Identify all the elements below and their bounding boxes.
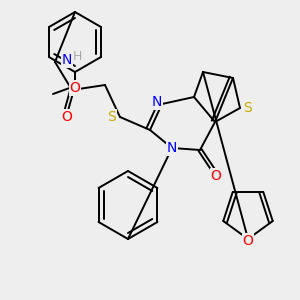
Text: N: N bbox=[167, 141, 177, 155]
Text: H: H bbox=[72, 50, 82, 62]
Text: S: S bbox=[108, 110, 116, 124]
Text: S: S bbox=[244, 101, 252, 115]
Text: O: O bbox=[211, 169, 221, 183]
Text: N: N bbox=[152, 95, 162, 109]
Text: O: O bbox=[243, 234, 254, 248]
Text: N: N bbox=[62, 53, 72, 67]
Text: O: O bbox=[70, 81, 80, 95]
Text: O: O bbox=[61, 110, 72, 124]
